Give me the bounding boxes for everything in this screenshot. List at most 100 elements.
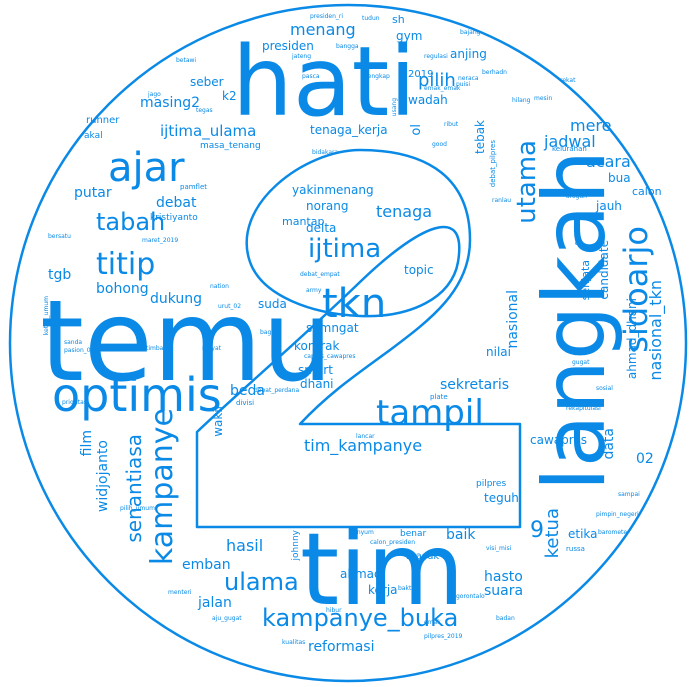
word-maret_2019: maret_2019: [142, 237, 179, 244]
word-jateng: jateng: [292, 53, 311, 60]
word-topic: topic: [404, 263, 434, 277]
word-kampanye_buka: kampanye_buka: [262, 604, 459, 632]
word-gorontalo: gorontalo: [456, 593, 485, 600]
word-lengkap: lengkap: [366, 73, 390, 80]
word-mere: mere: [570, 116, 612, 135]
word-titip: titip: [96, 247, 156, 282]
word-johnny: johnny: [291, 530, 301, 561]
word-tegas: tegas: [196, 107, 213, 114]
word-sh: sh: [392, 13, 405, 26]
word-temu: temu: [40, 277, 333, 407]
word-tim: tim: [300, 511, 465, 628]
word-reformasi: reformasi: [308, 639, 375, 655]
word-tabah: tabah: [96, 208, 166, 236]
word-advokasi: advokasi: [560, 315, 587, 322]
word-kelurahan: kelurahan: [552, 145, 587, 153]
word-nilai: nilai: [486, 345, 511, 359]
word-berhadn: berhadn: [482, 69, 507, 76]
word-debat_pilpres: debat_pilpres: [489, 140, 497, 188]
word-senantiasa: senantiasa: [122, 434, 146, 543]
word-wadah: wadah: [408, 93, 448, 107]
word-hasto: hasto: [484, 569, 523, 585]
word-ulama: ulama: [224, 568, 299, 596]
word-candidate: candidate: [597, 240, 611, 300]
word-acara: acara: [586, 152, 631, 171]
word-bersatu: bersatu: [48, 233, 71, 240]
word-presiden_ri: presiden_ri: [310, 13, 344, 20]
word-widjojanto: widjojanto: [95, 440, 111, 513]
word-bagus: bagus: [260, 329, 279, 336]
word-barometer: barometer: [598, 529, 630, 536]
word-calon_presiden: calon_presiden: [370, 539, 416, 546]
word-pilpres: pilpres: [476, 479, 507, 489]
word-norang: norang: [306, 199, 349, 213]
word-02: 02: [636, 451, 654, 467]
word-menteri: menteri: [168, 589, 192, 596]
word-wakil: wakil: [211, 406, 225, 437]
word-arogan: arogan: [566, 193, 587, 200]
word-capres_cawapres: capres_cawapres: [304, 353, 356, 360]
word-sanda: sanda: [64, 339, 83, 346]
word-kualitas: kualitas: [282, 639, 306, 646]
word-bohong: bohong: [96, 281, 149, 297]
word-ribut: ribut: [444, 121, 459, 128]
word-bidakara: bidakara: [312, 149, 339, 156]
word-suara: suara: [484, 583, 524, 599]
word-prioritas: prioritas: [62, 399, 87, 406]
word-tampil: tampil: [376, 393, 484, 433]
word-puisi: puisi: [456, 81, 471, 88]
word-jalan: jalan: [198, 595, 232, 611]
word-tudun: tudun: [362, 15, 380, 22]
word-pimpin_negeri: pimpin_negeri: [596, 511, 639, 518]
word-tenaga: tenaga: [376, 202, 433, 221]
word-pilih: pilih: [418, 70, 456, 91]
word-data: data: [601, 428, 617, 460]
word-ketua: ketua: [542, 508, 563, 559]
word-2019: 2019: [408, 69, 434, 80]
word-hati: hati: [232, 26, 416, 138]
word-seber: seber: [190, 75, 224, 89]
word-dukung: dukung: [150, 291, 203, 307]
word-smart: smart: [298, 363, 333, 377]
word-9: 9: [530, 518, 544, 543]
word-tenaga_kerja: tenaga_kerja: [310, 123, 388, 137]
word-bangga: bangga: [336, 43, 359, 50]
word-pilih_umum: pilih_umum: [120, 505, 155, 512]
word-mantap: mantap: [282, 215, 325, 228]
word-capres: capres: [573, 222, 581, 246]
word-ijtima: ijtima: [308, 234, 382, 264]
word-jadwal: jadwal: [544, 132, 596, 151]
word-anjing: anjing: [450, 47, 487, 61]
word-debat_empat: debat_empat: [300, 271, 340, 278]
word-suda: suda: [258, 297, 287, 311]
word-film: film: [79, 430, 95, 457]
word-bakti: bakti: [398, 585, 413, 592]
word-tim_kampanye: tim_kampanye: [304, 436, 423, 455]
word-pilpres_2019: pilpres_2019: [424, 633, 463, 640]
word-hibur: hibur: [326, 607, 342, 614]
word-rekat: rekat: [560, 77, 576, 84]
word-nasional_tkn: nasional_tkn: [646, 280, 665, 381]
word-runner: runner: [86, 115, 120, 126]
word-kristiyanto: kristiyanto: [150, 213, 198, 223]
word-yakinmenang: yakinmenang: [292, 183, 374, 197]
word-emak: emak: [424, 619, 441, 626]
word-k2: k2: [222, 89, 237, 103]
word-sampai: sampai: [618, 491, 640, 498]
word-jago: jago: [148, 91, 161, 98]
word-kerja: kerja: [368, 583, 398, 597]
word-betawi: betawi: [176, 57, 197, 64]
word-sosial: sosial: [596, 385, 613, 392]
word-good: good: [432, 141, 447, 148]
word-beda: beda: [230, 383, 265, 399]
word-usang: usang: [391, 98, 398, 117]
word-hasil: hasil: [226, 536, 264, 555]
word-urut_02: urut_02: [218, 303, 242, 310]
word-delta: delta: [306, 221, 337, 235]
word-lancar: lancar: [356, 433, 375, 440]
word-badan: badan: [496, 615, 515, 622]
word-visi_misi: visi_misi: [486, 545, 512, 552]
word-optimis: optimis: [52, 368, 222, 422]
word-tkn: tkn: [322, 281, 387, 327]
